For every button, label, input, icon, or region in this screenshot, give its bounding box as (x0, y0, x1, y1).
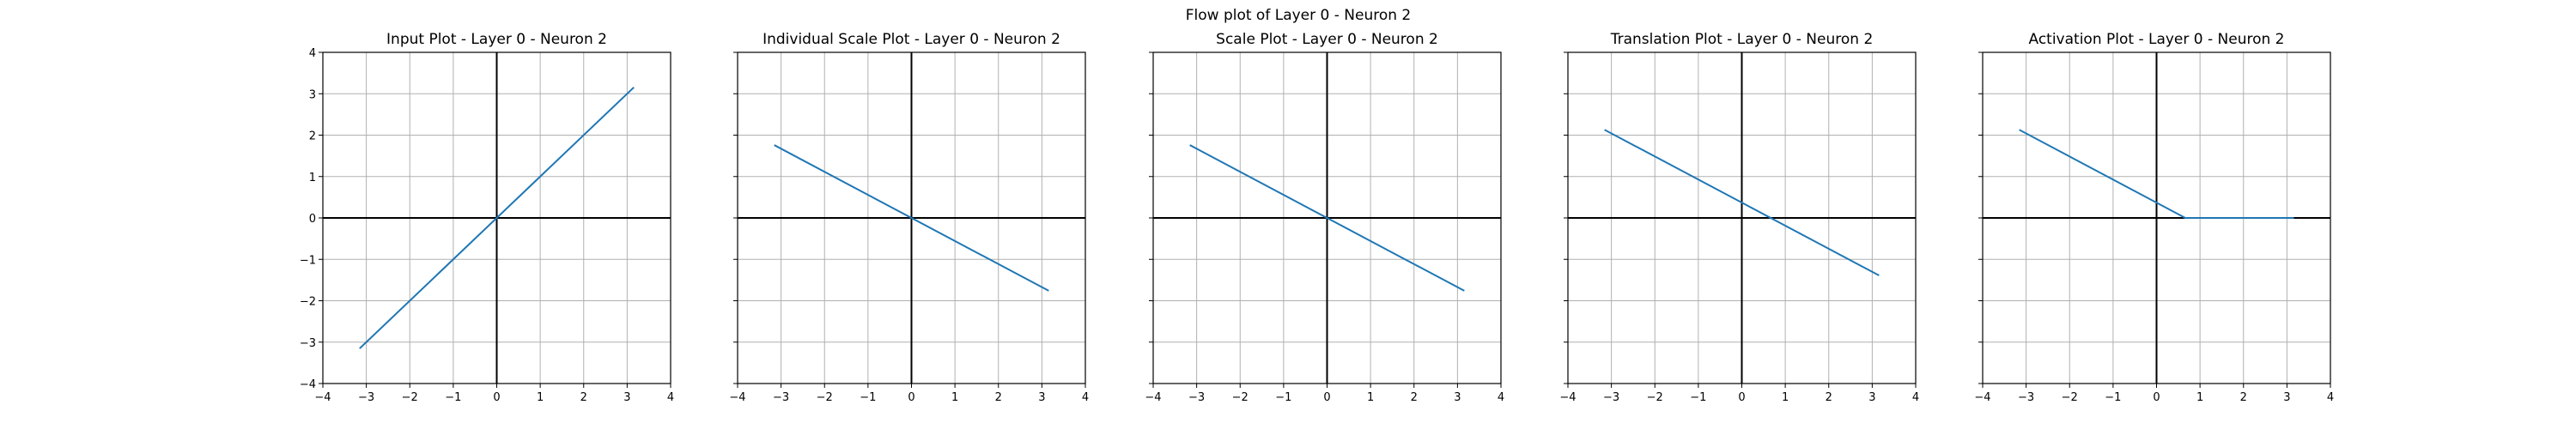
y-tick-label: −3 (300, 337, 316, 350)
series-line (1604, 129, 1880, 276)
subplot-title: Input Plot - Layer 0 - Neuron 2 (386, 31, 607, 48)
y-tick-label: 3 (309, 88, 316, 101)
x-tick-label: −2 (817, 391, 833, 404)
x-tick-label: 3 (1868, 391, 1875, 404)
x-tick-label: 1 (1367, 391, 1374, 404)
x-tick-label: 2 (1411, 391, 1418, 404)
x-tick-label: 1 (537, 391, 544, 404)
x-tick-label: −4 (1974, 391, 1990, 404)
x-tick-label: 4 (1498, 391, 1504, 404)
x-tick-label: 1 (2196, 391, 2203, 404)
x-tick-label: −4 (1559, 391, 1576, 404)
x-tick-label: 3 (1454, 391, 1461, 404)
x-tick-label: 2 (580, 391, 587, 404)
y-tick-label: −4 (300, 378, 316, 391)
figure-suptitle: Flow plot of Layer 0 - Neuron 2 (1186, 7, 1412, 24)
x-tick-label: 2 (1826, 391, 1832, 404)
subplot-4: −4 −3 −2 −1 0 1 2 3 4 Translation Plot - Layer 0 … (1559, 31, 1919, 404)
subplot-title: Translation Plot - Layer 0 - Neuron 2 (1610, 31, 1874, 48)
x-tick-label: 2 (2240, 391, 2247, 404)
x-tick-label: −4 (1145, 391, 1161, 404)
subplot-2: −4 −3 −2 −1 0 1 2 3 4 Individual Scale Plot - Lay… (729, 31, 1089, 404)
x-tick-label: 3 (2283, 391, 2290, 404)
x-tick-label: −1 (1275, 391, 1291, 404)
x-tick-label: −3 (1603, 391, 1619, 404)
x-tick-label: −1 (1690, 391, 1706, 404)
series-line (1189, 144, 1465, 292)
y-tick-label: −1 (300, 254, 316, 267)
x-tick-label: 4 (1082, 391, 1089, 404)
subplot-1: −4 −3 −2 −1 0 1 2 3 4 −4 −3 −2 −1 0 1 2 3 4 Input Plot - L… (300, 31, 674, 404)
x-tick-label: −1 (445, 391, 461, 404)
x-tick-label: 0 (908, 391, 914, 404)
x-tick-label: 1 (1782, 391, 1789, 404)
x-tick-label: −3 (1188, 391, 1205, 404)
x-tick-label: −3 (773, 391, 789, 404)
x-tick-label: −2 (402, 391, 418, 404)
x-tick-label: −3 (2018, 391, 2034, 404)
series-line (359, 87, 635, 349)
x-tick-label: −4 (729, 391, 745, 404)
x-tick-label: 1 (951, 391, 958, 404)
subplots-container: −4 −3 −2 −1 0 1 2 3 4 −4 −3 −2 −1 0 1 2 3 4 Input Plot - L… (300, 31, 2334, 404)
x-tick-label: 0 (2153, 391, 2160, 404)
y-tick-label: 1 (309, 172, 316, 184)
x-tick-label: −1 (860, 391, 876, 404)
x-tick-label: −2 (1647, 391, 1663, 404)
x-tick-label: 3 (623, 391, 630, 404)
x-tick-label: −3 (358, 391, 374, 404)
x-tick-label: 4 (2327, 391, 2334, 404)
y-tick-label: 2 (309, 130, 316, 143)
subplot-title: Scale Plot - Layer 0 - Neuron 2 (1216, 31, 1438, 48)
x-tick-label: 2 (995, 391, 1002, 404)
subplot-5: −4 −3 −2 −1 0 1 2 3 4 Activation Plot - Layer 0 -… (1974, 31, 2334, 404)
y-tick-label: 4 (309, 47, 316, 60)
x-tick-label: −2 (1232, 391, 1249, 404)
x-tick-label: −4 (314, 391, 331, 404)
x-tick-label: 0 (1738, 391, 1745, 404)
y-tick-label: 0 (309, 213, 316, 226)
subplot-title: Individual Scale Plot - Layer 0 - Neuron… (762, 31, 1060, 48)
x-tick-label: −2 (2062, 391, 2078, 404)
x-tick-label: −1 (2105, 391, 2121, 404)
x-tick-label: 3 (1038, 391, 1045, 404)
x-tick-label: 4 (1912, 391, 1919, 404)
x-tick-label: 0 (493, 391, 500, 404)
subplot-title: Activation Plot - Layer 0 - Neuron 2 (2028, 31, 2284, 48)
x-tick-label: 4 (667, 391, 674, 404)
x-tick-label: 0 (1323, 391, 1330, 404)
subplot-3: −4 −3 −2 −1 0 1 2 3 4 Scale Plot - Layer 0 - Neur… (1145, 31, 1504, 404)
series-line (774, 144, 1049, 292)
series-line (2019, 129, 2294, 219)
y-tick-label: −2 (300, 296, 316, 309)
